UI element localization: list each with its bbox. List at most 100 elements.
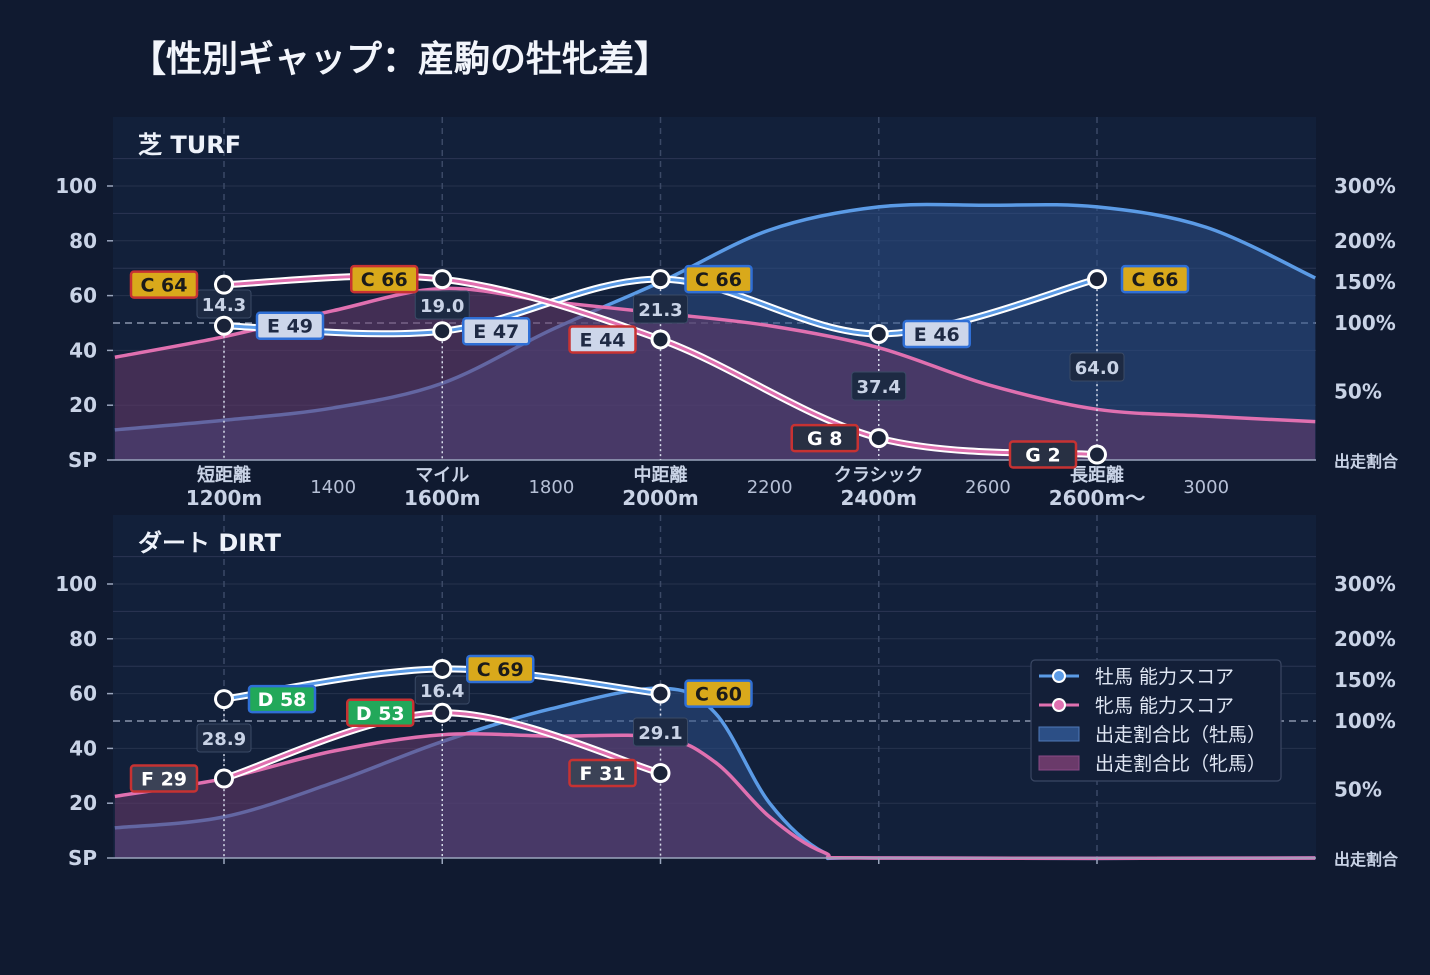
right-tick-label: 50% bbox=[1334, 380, 1382, 404]
grade-badge-label: D 58 bbox=[258, 689, 307, 711]
point-core bbox=[435, 705, 450, 720]
x-tick-label: 1400 bbox=[310, 477, 356, 498]
area-female-ratio bbox=[114, 733, 1316, 859]
x-tick-label: 2600 bbox=[965, 477, 1011, 498]
grade-badge-box bbox=[255, 311, 325, 340]
grade-badge-box bbox=[247, 684, 317, 714]
y-tick-label: 20 bbox=[69, 393, 97, 417]
legend-area-swatch bbox=[1038, 755, 1080, 771]
grade-badge: C 66 bbox=[350, 264, 419, 294]
x-tick-label-category: 中距離 bbox=[634, 464, 688, 486]
grade-badge-box bbox=[129, 270, 199, 299]
y-tick-label: 100 bbox=[55, 572, 97, 596]
ratio-label-box bbox=[633, 294, 688, 324]
grade-badge-box bbox=[350, 264, 419, 294]
point-core bbox=[653, 766, 668, 781]
ratio-label: 19.0 bbox=[414, 290, 470, 320]
x-tick-label-category: 短距離 bbox=[197, 464, 251, 486]
grade-badge-box bbox=[1120, 264, 1190, 294]
grade-badge-box bbox=[568, 758, 637, 788]
x-tick-label: 2200 bbox=[747, 477, 793, 498]
ratio-label-value: 64.0 bbox=[1075, 358, 1119, 379]
point-core bbox=[217, 318, 231, 333]
grade-badge-box bbox=[684, 679, 753, 708]
ratio-label-value: 29.1 bbox=[638, 723, 682, 744]
legend-area-swatch bbox=[1038, 726, 1080, 742]
right-tick-label: 200% bbox=[1334, 229, 1396, 253]
point-core bbox=[653, 332, 668, 347]
grade-badge: E 46 bbox=[902, 319, 971, 349]
y-tick-label: SP bbox=[68, 448, 97, 472]
grade-badge-box bbox=[790, 423, 859, 453]
right-tick-label: 200% bbox=[1334, 627, 1396, 651]
grade-badge: E 49 bbox=[255, 311, 325, 340]
grade-badge: C 64 bbox=[129, 270, 199, 299]
grade-badge: G 2 bbox=[1008, 440, 1078, 469]
x-tick-label-distance: 2600m〜 bbox=[1049, 486, 1146, 510]
legend-marker bbox=[1054, 671, 1064, 681]
grade-badge-box bbox=[462, 316, 531, 346]
ratio-label-value: 16.4 bbox=[420, 681, 464, 702]
ratio-label-value: 14.3 bbox=[202, 295, 246, 316]
grade-badge-label: C 66 bbox=[361, 269, 408, 291]
ratio-label-box bbox=[414, 290, 470, 320]
grade-badge-box bbox=[1008, 440, 1078, 469]
point-core bbox=[653, 272, 668, 287]
ratio-label-value: 19.0 bbox=[420, 296, 464, 317]
grade-badge-box bbox=[346, 698, 415, 728]
grade-badge-label: C 66 bbox=[1132, 269, 1179, 291]
legend-item: 出走割合比（牡馬） bbox=[1038, 724, 1266, 746]
ratio-label: 21.3 bbox=[633, 294, 688, 324]
y-tick-label: 20 bbox=[69, 791, 97, 815]
y-tick-label: 100 bbox=[55, 174, 97, 198]
x-tick-label-distance: 1200m bbox=[186, 486, 263, 510]
panel-label: ダート DIRT bbox=[138, 529, 282, 557]
legend-label: 牝馬 能力スコア bbox=[1095, 695, 1234, 717]
right-tick-label: 50% bbox=[1334, 778, 1382, 802]
right-tick-label: 150% bbox=[1334, 668, 1396, 692]
x-tick-label-distance: 1600m bbox=[404, 486, 481, 510]
legend-item: 牡馬 能力スコア bbox=[1039, 666, 1234, 688]
grade-badge: D 53 bbox=[346, 698, 415, 728]
grade-badge-label: E 47 bbox=[473, 321, 519, 343]
ratio-label: 28.9 bbox=[196, 723, 252, 753]
grade-badge: D 58 bbox=[247, 684, 317, 714]
legend-label: 牡馬 能力スコア bbox=[1095, 666, 1234, 688]
grade-badge: C 60 bbox=[684, 679, 753, 708]
grade-badge-label: F 31 bbox=[579, 763, 625, 785]
grade-badge-label: C 64 bbox=[141, 275, 188, 297]
point-core bbox=[435, 272, 450, 287]
point-core bbox=[871, 326, 886, 341]
right-tick-label: 300% bbox=[1334, 174, 1396, 198]
y-tick-label: 60 bbox=[69, 284, 97, 308]
x-tick-label: 3000 bbox=[1183, 477, 1229, 498]
grade-badge-label: G 2 bbox=[1025, 445, 1060, 467]
grade-badge-label: E 44 bbox=[579, 329, 625, 351]
x-tick-label-category: 長距離 bbox=[1070, 464, 1124, 486]
grade-badge-label: C 69 bbox=[477, 659, 524, 681]
ratio-label: 64.0 bbox=[1069, 352, 1125, 382]
grade-badge: F 29 bbox=[129, 764, 199, 793]
y-tick-label: SP bbox=[68, 846, 97, 870]
x-tick-label: 1800 bbox=[528, 477, 574, 498]
grade-badge-label: C 60 bbox=[695, 684, 742, 706]
grade-badge-label: D 53 bbox=[356, 703, 405, 725]
right-tick-label: 100% bbox=[1334, 709, 1396, 733]
right-tick-label: 出走割合 bbox=[1334, 452, 1399, 471]
ratio-label-value: 21.3 bbox=[638, 300, 682, 321]
right-tick-label: 300% bbox=[1334, 572, 1396, 596]
grade-badge-label: E 49 bbox=[267, 316, 313, 338]
legend-label: 出走割合比（牝馬） bbox=[1095, 753, 1266, 775]
ratio-label-value: 28.9 bbox=[202, 729, 246, 750]
grade-badge-box bbox=[684, 264, 753, 294]
y-tick-label: 60 bbox=[69, 682, 97, 706]
grade-badge: G 8 bbox=[790, 423, 859, 453]
ratio-label-box bbox=[1069, 352, 1125, 382]
ratio-label-value: 37.4 bbox=[857, 377, 901, 398]
dirt-panel: ダート DIRT SP 20 40 60 80 100 出走割合 50% 100% 150% 200%… bbox=[55, 515, 1399, 870]
page-title: 【性別ギャップ：産駒の牡牝差】 bbox=[130, 39, 671, 80]
x-tick-label-category: クラシック bbox=[834, 465, 924, 486]
x-tick-label-distance: 2000m bbox=[622, 486, 699, 510]
y-tick-label: 80 bbox=[69, 229, 97, 253]
grade-badge: E 44 bbox=[568, 325, 637, 354]
